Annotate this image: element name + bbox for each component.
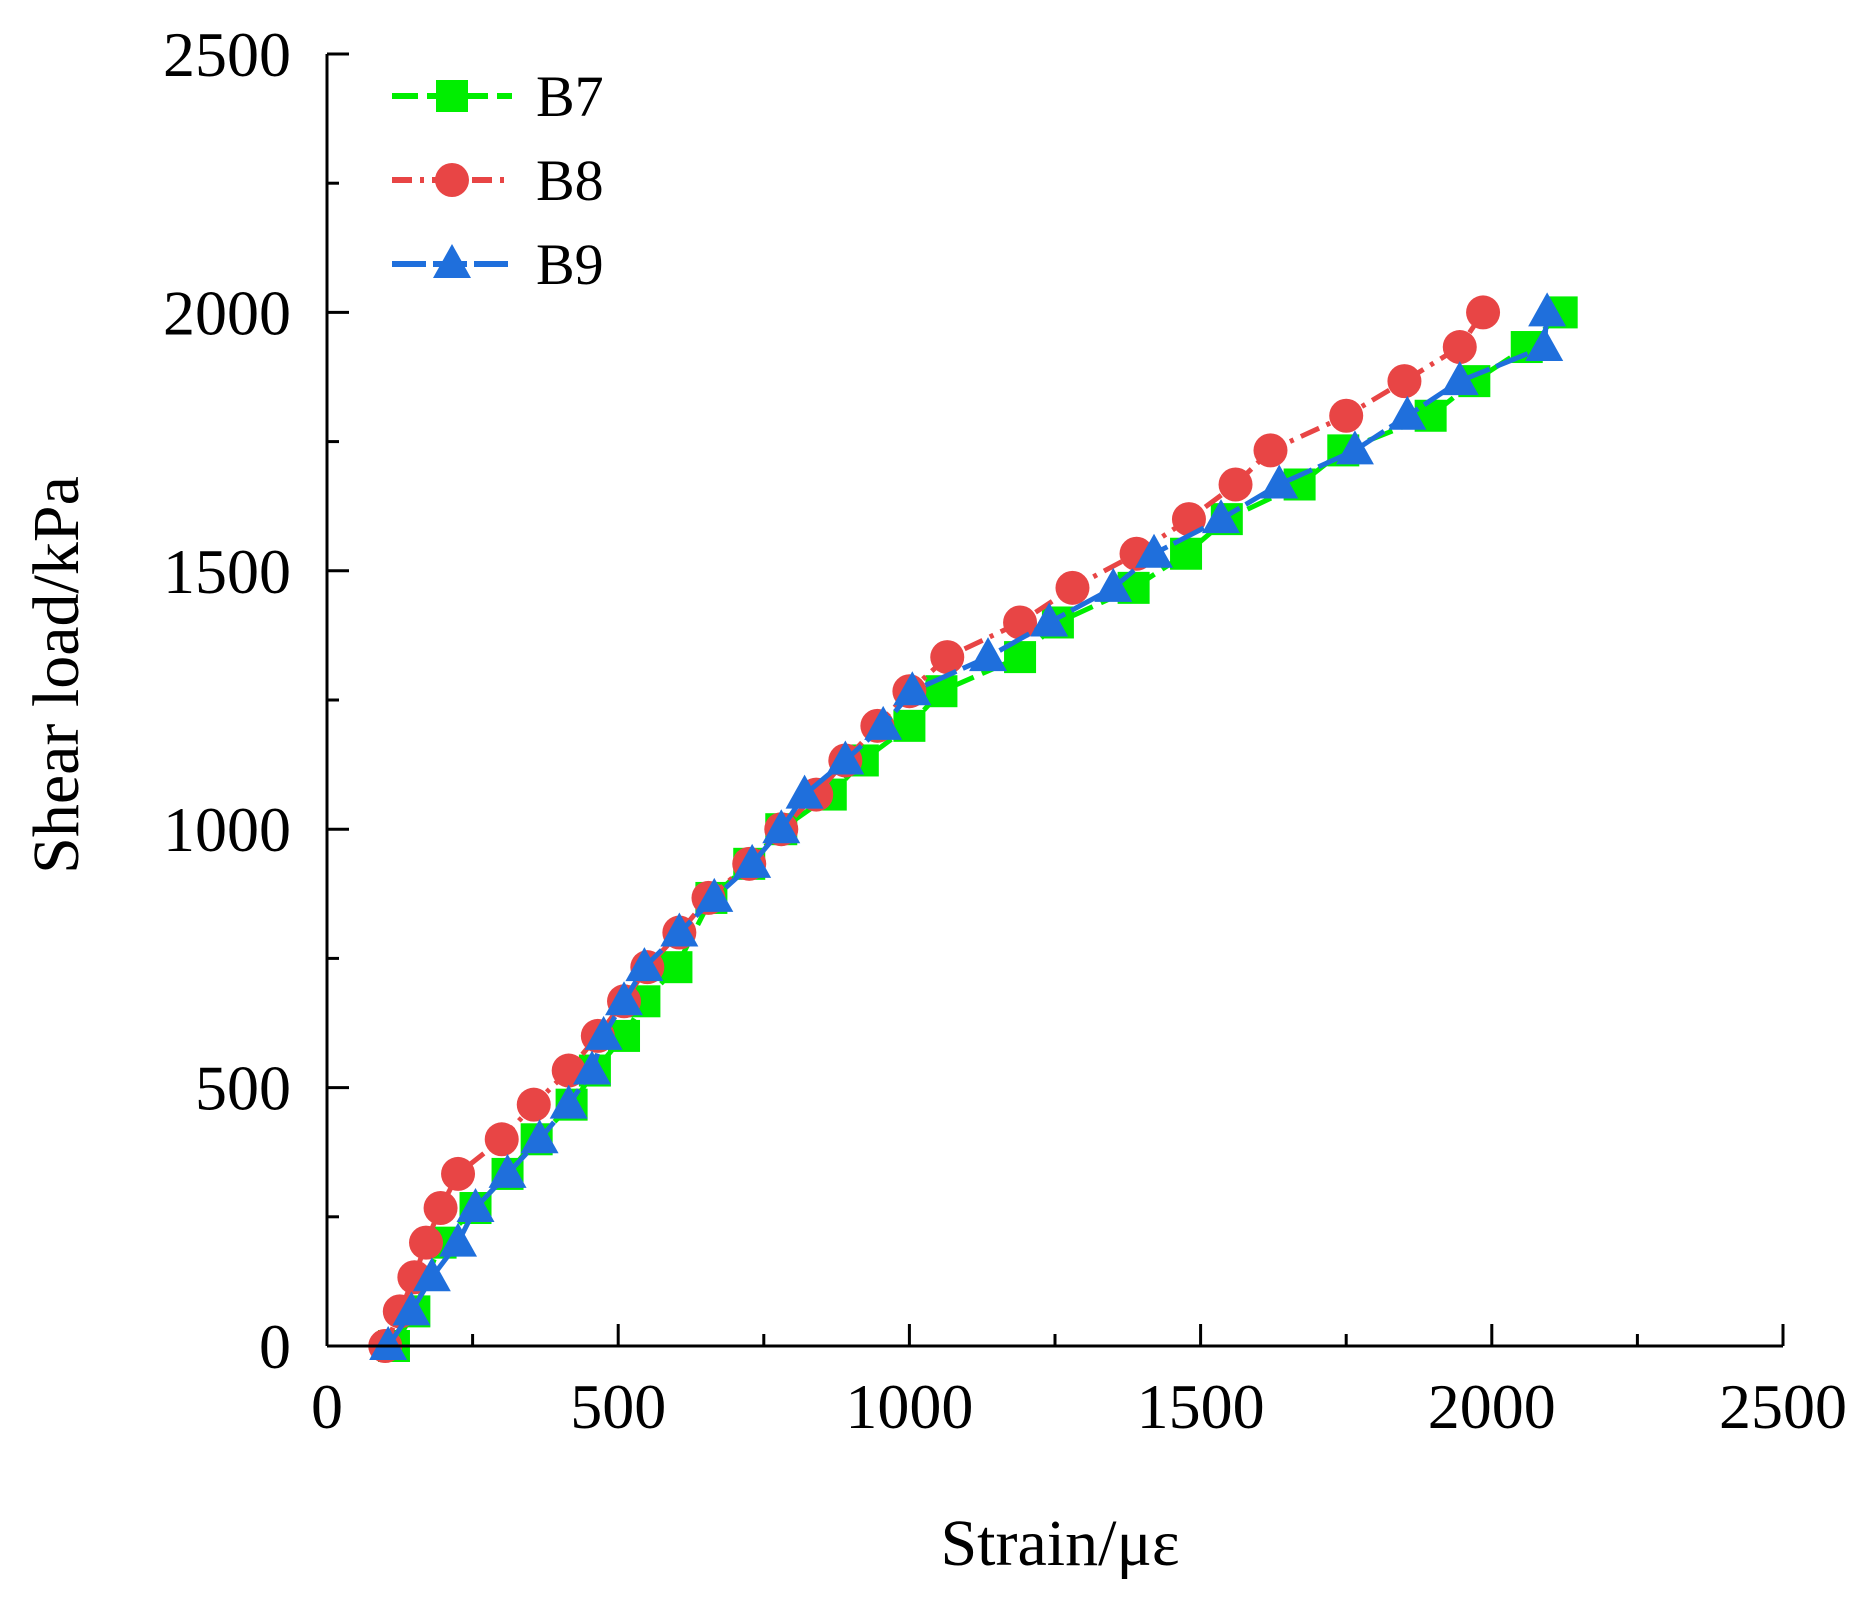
- data-point-b9-12: [625, 947, 664, 982]
- axes: 0 500 1000 1500 2000 2500 0 500 1000 1500 2000 2500: [163, 19, 1847, 1442]
- data-point-b9-10: [584, 1015, 623, 1050]
- data-point-b9-2: [392, 1291, 431, 1326]
- y-tick-label: 2000: [163, 277, 291, 348]
- data-point-b9-3: [412, 1257, 451, 1292]
- data-point-b8-5: [423, 1191, 458, 1226]
- legend-label-b9: B9: [536, 232, 604, 297]
- data-point-b9-26: [1260, 464, 1299, 499]
- data-point-b8-21: [930, 640, 965, 675]
- data-point-b9-30: [1525, 327, 1564, 362]
- data-point-b9-23: [1094, 567, 1133, 602]
- legend-item-b7: B7: [392, 64, 604, 129]
- data-point-b8-23: [1055, 570, 1090, 605]
- data-point-b9-28: [1388, 395, 1427, 430]
- data-point-b8-26: [1218, 467, 1253, 502]
- series-line-b9: [386, 312, 1550, 1348]
- legend-label-b7: B7: [536, 64, 604, 129]
- data-point-b8-30: [1442, 330, 1477, 365]
- data-point-b8-7: [484, 1122, 519, 1157]
- y-axis-title: Shear load/kPa: [20, 476, 93, 874]
- legend-item-b9: B9: [392, 232, 604, 297]
- series-b7: [377, 296, 1578, 1362]
- plot-series: [368, 292, 1578, 1363]
- x-tick-label: 500: [570, 1371, 666, 1442]
- data-point-b9-6: [488, 1153, 527, 1188]
- data-point-b8-31: [1466, 295, 1501, 330]
- data-point-b7-11: [660, 951, 693, 984]
- data-point-b9-27: [1335, 430, 1374, 465]
- legend-label-b8: B8: [536, 148, 604, 213]
- data-point-b8-27: [1253, 433, 1288, 468]
- data-point-b9-16: [762, 809, 801, 844]
- y-tick-label: 2500: [163, 19, 291, 90]
- data-point-b9-31: [1528, 292, 1567, 327]
- data-point-b9-24: [1135, 533, 1174, 568]
- data-point-b9-19: [864, 705, 903, 740]
- data-point-b9-14: [695, 877, 734, 912]
- y-tick-label: 500: [195, 1053, 291, 1124]
- data-point-b8-4: [409, 1225, 444, 1260]
- data-point-b9-8: [549, 1084, 588, 1119]
- data-point-b9-18: [826, 740, 865, 775]
- data-point-b9-21: [969, 637, 1008, 672]
- x-tick-label: 2500: [1719, 1371, 1847, 1442]
- data-point-b8-6: [441, 1156, 476, 1191]
- x-tick-label: 0: [311, 1371, 343, 1442]
- data-point-b9-11: [605, 981, 644, 1016]
- data-point-b9-1: [369, 1326, 408, 1360]
- series-line-b7: [391, 310, 1564, 1348]
- legend-marker-b9: [433, 244, 471, 278]
- data-point-b8-29: [1387, 364, 1422, 399]
- data-point-b9-25: [1201, 499, 1240, 534]
- legend-marker-b8: [435, 163, 469, 197]
- data-point-b8-8: [516, 1087, 551, 1122]
- data-point-b9-29: [1440, 361, 1479, 396]
- legend: B7 B8 B9: [392, 64, 604, 297]
- x-tick-label: 1000: [845, 1371, 973, 1442]
- series-b9: [369, 292, 1567, 1360]
- data-point-b9-7: [520, 1119, 559, 1154]
- data-point-b9-5: [456, 1188, 495, 1223]
- y-tick-label: 1000: [163, 794, 291, 865]
- data-point-b8-22: [1003, 605, 1038, 640]
- data-point-b9-20: [893, 671, 932, 706]
- y-tick-label: 1500: [163, 536, 291, 607]
- x-tick-label: 2000: [1428, 1371, 1556, 1442]
- x-axis-title: Strain/με: [940, 1507, 1179, 1580]
- data-point-b9-15: [733, 843, 772, 878]
- data-point-b9-13: [660, 912, 699, 947]
- legend-item-b8: B8: [392, 148, 604, 213]
- data-point-b9-22: [1030, 602, 1069, 637]
- data-point-b9-17: [785, 774, 824, 809]
- data-point-b8-28: [1329, 398, 1364, 433]
- data-point-b9-4: [439, 1222, 478, 1257]
- data-point-b8-25: [1171, 502, 1206, 537]
- x-tick-label: 1500: [1137, 1371, 1265, 1442]
- data-point-b9-9: [572, 1050, 611, 1085]
- y-tick-label: 0: [259, 1311, 291, 1382]
- legend-marker-b7: [436, 80, 468, 112]
